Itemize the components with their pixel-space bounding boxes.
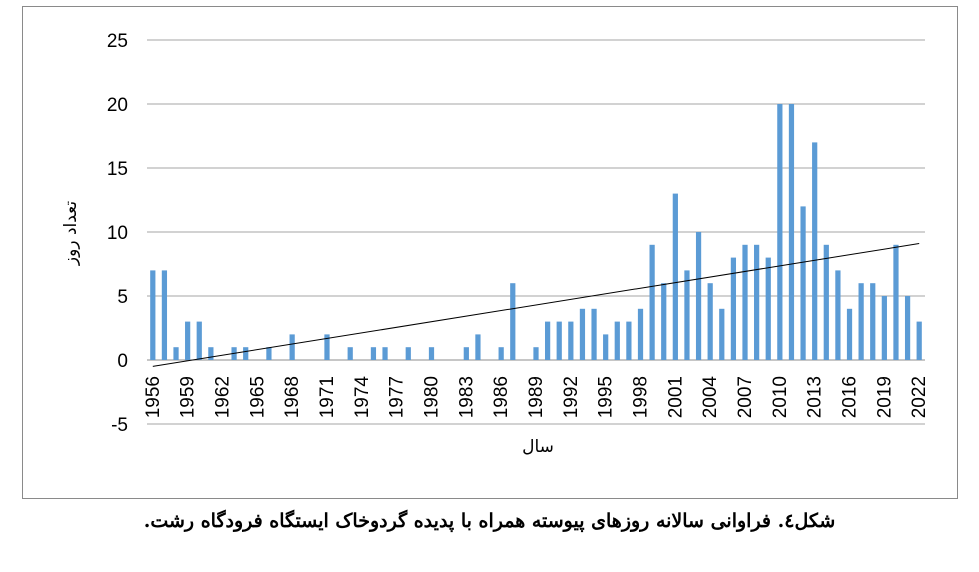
bar-1984 — [475, 334, 481, 360]
y-tick-label: 15 — [107, 159, 128, 180]
x-tick-label: 1989 — [526, 376, 547, 418]
x-tick-label: 1959 — [178, 376, 199, 418]
x-tick-label: 2013 — [805, 376, 826, 418]
x-tick-label: 1977 — [387, 376, 408, 418]
bar-1987 — [510, 283, 516, 360]
bar-2015 — [835, 270, 841, 360]
x-tick-label: 1986 — [491, 376, 512, 418]
bar-2016 — [846, 308, 853, 360]
bar-1966 — [266, 347, 272, 360]
bar-2013 — [812, 142, 818, 360]
bar-2009 — [765, 257, 771, 360]
y-tick-labels: -5 0 5 10 15 20 25 — [107, 31, 128, 436]
x-tick-label: 1962 — [212, 376, 233, 418]
x-tick-label: 1974 — [352, 376, 373, 419]
bar-1980 — [428, 347, 435, 360]
x-tick-label: 1998 — [631, 376, 652, 418]
bar-1971 — [324, 334, 330, 360]
x-tick-label: 1968 — [282, 376, 303, 418]
bar-1961 — [208, 347, 214, 360]
bar-2021 — [904, 296, 911, 360]
bar-1999 — [649, 244, 655, 360]
bar-1992 — [568, 321, 574, 360]
x-tick-label: 1980 — [421, 376, 442, 418]
x-tick-labels: 1956 1959 1962 1965 1968 1971 1974 1977 1980 1983… — [143, 376, 930, 419]
bar-1976 — [382, 347, 388, 360]
x-tick-label: 1956 — [143, 376, 164, 418]
gridlines — [147, 39, 925, 425]
bar-2022 — [916, 321, 922, 360]
y-tick-label: 10 — [107, 223, 128, 244]
y-tick-label: 20 — [107, 95, 128, 116]
y-axis-label: تعداد روز — [61, 201, 81, 266]
bar-1964 — [243, 347, 249, 360]
bar-1990 — [544, 321, 551, 360]
bars — [150, 104, 922, 360]
trendline — [152, 243, 920, 367]
bar-1996 — [614, 321, 620, 360]
bar-2000 — [661, 283, 667, 360]
bar-1983 — [463, 347, 469, 360]
bar-2005 — [719, 308, 725, 360]
bar-2003 — [695, 232, 702, 360]
bar-1956 — [150, 270, 156, 360]
bar-2019 — [881, 296, 887, 360]
x-tick-label: 2007 — [735, 376, 756, 418]
x-tick-label: 2004 — [700, 376, 721, 419]
bar-2008 — [754, 244, 760, 360]
bar-1957 — [161, 270, 168, 360]
bar-2002 — [684, 270, 690, 360]
bar-2006 — [730, 257, 737, 360]
bar-2007 — [742, 244, 748, 360]
bar-2017 — [858, 283, 864, 360]
bar-chart: -5 0 5 10 15 20 25 1956 1959 1962 1965 1968 1971 197… — [61, 31, 930, 457]
trendline-group — [152, 243, 920, 367]
chart-frame — [22, 6, 958, 499]
figure-caption: شکل٤. فراوانی سالانه روزهای پیوسته همراه… — [143, 510, 836, 532]
bar-2014 — [823, 244, 829, 360]
x-tick-label: 2022 — [909, 376, 930, 418]
bar-1959 — [185, 321, 191, 360]
bar-1960 — [196, 321, 202, 360]
bar-2011 — [788, 104, 795, 360]
bar-1993 — [579, 308, 586, 360]
x-tick-label: 1983 — [456, 376, 477, 418]
y-tick-label: 25 — [107, 31, 128, 52]
x-tick-label: 1971 — [317, 376, 338, 418]
x-axis-label: سال — [522, 437, 554, 457]
y-tick-label: 5 — [117, 287, 128, 308]
bar-1975 — [370, 347, 377, 360]
x-tick-label: 1995 — [596, 376, 617, 418]
x-tick-label: 2010 — [770, 376, 791, 418]
bar-1994 — [591, 308, 597, 360]
bar-2020 — [893, 244, 899, 360]
bar-1997 — [626, 321, 632, 360]
x-tick-label: 2019 — [874, 376, 895, 418]
y-tick-label: 0 — [117, 351, 128, 372]
x-tick-label: 1965 — [247, 376, 268, 418]
bar-1998 — [637, 308, 644, 360]
bar-1989 — [533, 347, 539, 360]
bar-2010 — [777, 104, 783, 360]
bar-1968 — [289, 334, 295, 360]
bar-2018 — [870, 283, 876, 360]
bar-1978 — [405, 347, 411, 360]
y-tick-label: -5 — [111, 415, 128, 436]
bar-2012 — [800, 206, 806, 360]
bar-1995 — [603, 334, 609, 360]
x-tick-label: 2016 — [840, 376, 861, 418]
bar-1986 — [498, 347, 504, 360]
x-tick-label: 2001 — [665, 376, 686, 418]
bar-2004 — [707, 283, 713, 360]
bar-2001 — [672, 193, 678, 360]
bar-1958 — [173, 347, 179, 360]
bar-1973 — [347, 347, 353, 360]
x-tick-label: 1992 — [561, 376, 582, 418]
bar-1991 — [556, 321, 562, 360]
